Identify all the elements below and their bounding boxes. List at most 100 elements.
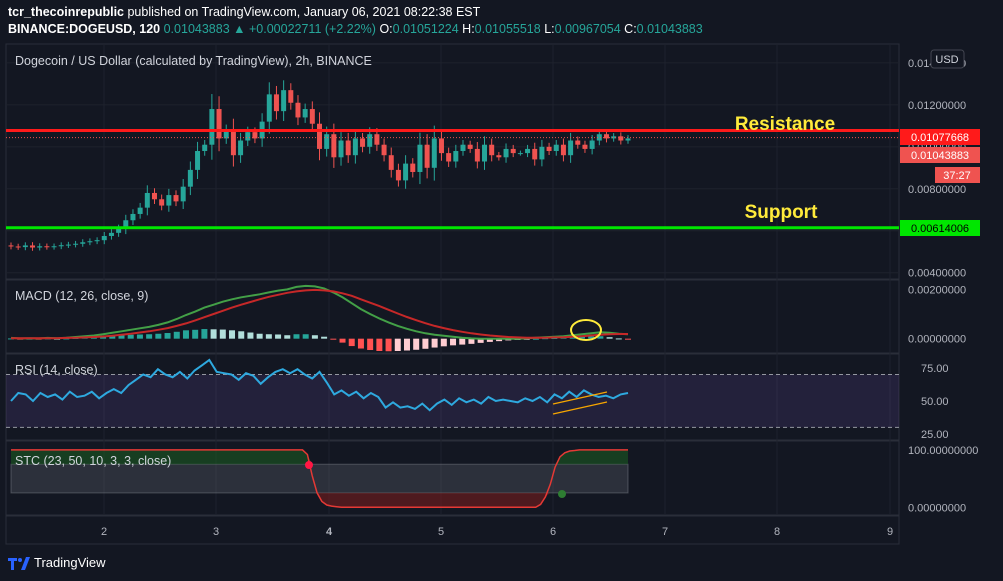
macd-histogram-bar (376, 338, 383, 351)
time-tick-label: 5 (438, 526, 444, 538)
macd-histogram-bar (615, 338, 622, 340)
rsi-tick-label: 25.00 (921, 429, 949, 441)
author-name[interactable]: tcr_thecoinrepublic (8, 5, 124, 19)
candle-body (144, 192, 150, 208)
candle-body (525, 148, 531, 154)
footer: TradingView (0, 547, 1003, 581)
candle-body (80, 242, 86, 244)
time-tick-label: 4 (326, 526, 333, 538)
candle-body (159, 199, 165, 206)
macd-histogram-bar (569, 337, 576, 339)
rsi-axis: 25.00 50.00 75.00 (921, 363, 949, 441)
candle-body (180, 186, 186, 202)
candle-body (15, 246, 21, 248)
candle-body (381, 144, 387, 156)
macd-histogram-bar (440, 338, 447, 347)
macd-histogram-bar (256, 333, 263, 339)
candle-body (209, 109, 215, 145)
macd-histogram-bar (459, 338, 466, 345)
stc-tick-label: 100.00000000 (908, 445, 978, 457)
candle-body (94, 240, 100, 242)
publisher-line: tcr_thecoinrepublic published on Trading… (8, 5, 480, 19)
candle-body (116, 228, 122, 233)
macd-histogram-bar (201, 329, 208, 339)
macd-histogram-bar (275, 334, 282, 339)
tradingview-logo-icon (8, 557, 30, 570)
macd-signal-line (11, 288, 628, 340)
macd-histogram-bar (394, 338, 401, 351)
candle-body (187, 169, 193, 187)
candle-body (446, 153, 452, 162)
macd-tick-label: 0.00200000 (908, 284, 966, 296)
macd-histogram-bar (496, 338, 503, 342)
macd-histogram (8, 329, 631, 352)
candle-body (611, 136, 617, 139)
candle-body (302, 109, 308, 118)
candle-body (338, 140, 344, 158)
symbol-info-line: BINANCE:DOGEUSD, 120 0.01043883 ▲ +0.000… (8, 22, 703, 36)
macd-histogram-bar (339, 338, 346, 343)
time-tick-label: 3 (213, 526, 219, 538)
macd-histogram-bar (192, 329, 199, 339)
candle-body (596, 134, 602, 141)
time-axis[interactable] (5, 515, 900, 545)
chart-canvas[interactable]: 0.004000000.006000000.008000000.01000000… (0, 40, 1003, 547)
candle-body (151, 192, 157, 200)
candle-body (482, 144, 488, 162)
last-price-tag-value: 0.01043883 (911, 150, 969, 162)
stc-title: STC (23, 50, 10, 3, 3, close) (15, 454, 171, 468)
macd-histogram-bar (551, 337, 558, 339)
candle-body (374, 134, 380, 145)
open-label: O: (379, 22, 393, 36)
macd-histogram-bar (229, 330, 236, 339)
macd-histogram-bar (385, 338, 392, 352)
rsi-tick-label: 75.00 (921, 363, 949, 375)
close-label: C: (624, 22, 637, 36)
macd-histogram-bar (100, 336, 107, 339)
rsi-pane[interactable] (5, 353, 900, 441)
candle-body (87, 241, 93, 243)
candle-body (417, 144, 423, 172)
currency-label: USD (935, 54, 958, 66)
countdown-value: 37:27 (943, 170, 971, 182)
price-pane[interactable] (5, 43, 900, 280)
macd-histogram-bar (302, 334, 309, 339)
rsi-line (10, 358, 629, 412)
support-price-value: 0.00614006 (911, 223, 969, 235)
low-label: L: (544, 22, 555, 36)
candle-body (216, 109, 222, 139)
candle-body (345, 140, 351, 156)
macd-histogram-bar (210, 329, 217, 339)
macd-histogram-bar (330, 338, 337, 340)
candle-body (360, 138, 366, 147)
macd-histogram-bar (173, 331, 180, 339)
macd-histogram-bar (63, 338, 70, 340)
candle-body (618, 136, 624, 141)
candle-body (309, 109, 315, 124)
candle-body (195, 151, 201, 170)
macd-histogram-bar (606, 337, 613, 339)
currency-button[interactable]: USD (930, 49, 965, 69)
candle-body (73, 243, 79, 245)
stc-oversold-fill (11, 492, 628, 508)
footer-brand[interactable]: TradingView (34, 555, 106, 570)
rsi-channel-lower (552, 401, 608, 415)
macd-histogram-bar (127, 334, 134, 339)
macd-histogram-bar (109, 335, 116, 339)
candle-body (295, 102, 301, 118)
price-tick-label: 0.01200000 (908, 100, 966, 112)
rsi-tick-label: 50.00 (921, 396, 949, 408)
support-price-tag: 0.00614006 (900, 220, 980, 236)
crossover-circle (570, 319, 602, 341)
candle-body (273, 94, 279, 112)
candle-body (288, 90, 294, 103)
stc-buy-dot (558, 490, 566, 498)
macd-histogram-bar (357, 338, 364, 349)
candle-body (223, 130, 229, 139)
candle-body (166, 195, 172, 206)
stc-tick-label: 0.00000000 (908, 502, 966, 514)
time-tick-label: 9 (887, 526, 893, 538)
candle-body (352, 138, 358, 156)
macd-title: MACD (12, 26, close, 9) (15, 289, 148, 303)
candle-body (30, 245, 36, 248)
